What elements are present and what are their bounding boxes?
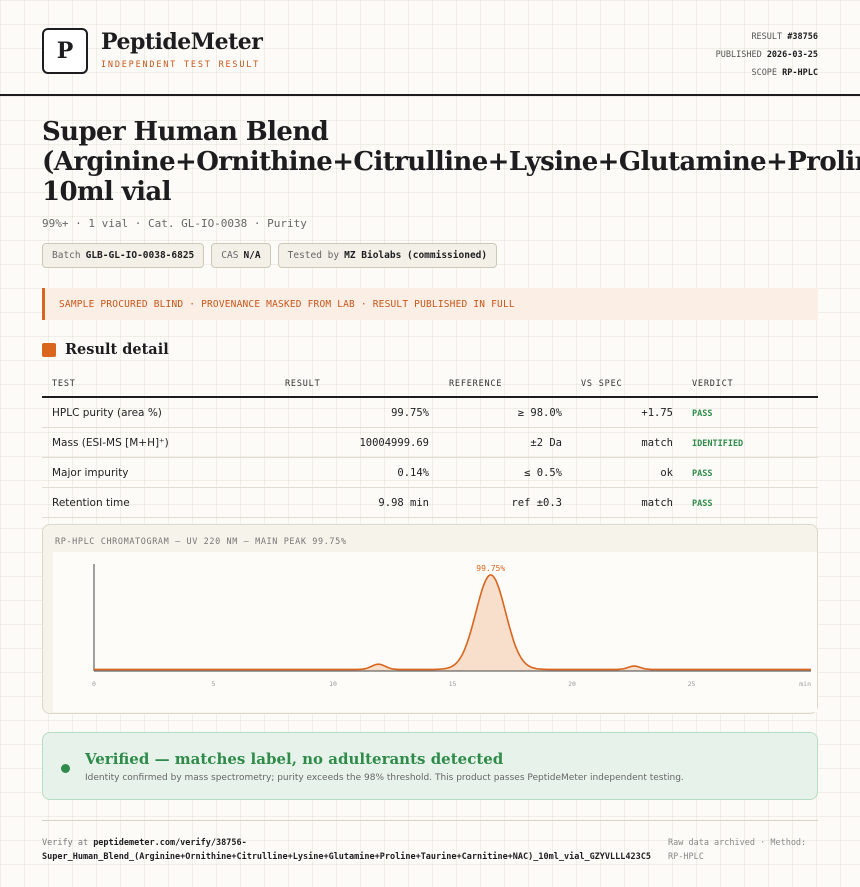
verdict-badge: PASS [692, 469, 713, 479]
cell-result: 0.14% [397, 467, 429, 479]
product-title-line3: 10ml vial [42, 177, 172, 207]
chip-label: Batch [52, 250, 81, 261]
table-row: Mass (ESI-MS [M+H]⁺) 10004999.69 ±2 Da m… [42, 428, 818, 458]
product-subtitle: 99%+ · 1 vial · Cat. GL-IO-0038 · Purity [42, 217, 307, 230]
section-title: Result detail [65, 341, 169, 358]
x-tick-label: 20 [568, 680, 576, 688]
product-title: Super Human Blend (Arginine+Ornithine+Ci… [42, 117, 860, 207]
cell-vs-spec: match [641, 497, 673, 509]
cell-reference: ref ±0.3 [511, 497, 562, 509]
report-header: P PeptideMeter INDEPENDENT TEST RESULT R… [0, 0, 860, 96]
cell-test: HPLC purity (area %) [52, 407, 162, 419]
cell-vs-spec: match [641, 437, 673, 449]
result-number: #38756 [787, 32, 818, 42]
chart-title: RP-HPLC CHROMATOGRAM — UV 220 NM — MAIN … [55, 537, 347, 547]
result-meta: RESULT #38756 PUBLISHED 2026-03-25 SCOPE… [716, 28, 818, 82]
header-test: TEST [52, 379, 76, 389]
cell-result: 99.75% [391, 407, 429, 419]
cell-vs-spec: ok [660, 467, 673, 479]
chromatogram-card: RP-HPLC CHROMATOGRAM — UV 220 NM — MAIN … [42, 524, 818, 714]
tested-by-chip: Tested by MZ Biolabs (commissioned) [277, 243, 498, 268]
cas-chip: CAS N/A [211, 243, 271, 268]
cell-test: Mass (ESI-MS [M+H]⁺) [52, 437, 169, 449]
verified-banner: Verified — matches label, no adulterants… [42, 732, 818, 800]
verified-title: Verified — matches label, no adulterants… [85, 750, 504, 768]
x-tick-label: 25 [688, 680, 696, 688]
cell-reference: ≤ 0.5% [524, 467, 562, 479]
table-header: TEST RESULT REFERENCE VS SPEC VERDICT [42, 371, 818, 398]
square-icon [42, 342, 56, 357]
chip-label: Tested by [287, 250, 340, 261]
verify-link[interactable]: peptidemeter.com/verify/38756- [93, 838, 247, 848]
table-row: Major impurity 0.14% ≤ 0.5% ok PASS [42, 458, 818, 488]
published-date: 2026-03-25 [766, 50, 818, 60]
verdict-badge: PASS [692, 409, 713, 419]
x-tick-label: 15 [449, 680, 457, 688]
info-chips: Batch GLB-GL-IO-0038-6825 CAS N/A Tested b… [42, 243, 498, 268]
scope-label: SCOPE [751, 68, 778, 78]
chromatogram-chart: 0 5 10 15 20 25 min 99.75% [92, 564, 811, 688]
cell-result: 9.98 min [378, 497, 429, 509]
chromatogram-line [94, 574, 811, 671]
cell-reference: ±2 Da [530, 437, 562, 449]
chart-area: 0 5 10 15 20 25 min 99.75% [53, 552, 817, 712]
scope-value: RP-HPLC [782, 68, 818, 78]
chip-value: N/A [243, 250, 261, 261]
x-tick-label: 5 [212, 680, 216, 688]
logo-icon: P [42, 28, 88, 74]
header-reference: REFERENCE [449, 379, 503, 389]
result-table: TEST RESULT REFERENCE VS SPEC VERDICT HP… [42, 371, 818, 518]
header-verdict: VERDICT [692, 379, 734, 389]
product-title-line1: Super Human Blend [42, 117, 329, 147]
header-result: RESULT [285, 379, 321, 389]
product-title-line2: (Arginine+Ornithine+Citrulline+Lysine+Gl… [42, 147, 860, 177]
x-tick-label: 0 [92, 680, 96, 688]
table-row: Retention time 9.98 min ref ±0.3 match P… [42, 488, 818, 518]
status-dot-icon [61, 764, 70, 773]
verified-text: Identity confirmed by mass spectrometry;… [85, 773, 684, 783]
batch-chip: Batch GLB-GL-IO-0038-6825 [42, 243, 205, 268]
peak-label: 99.75% [476, 564, 505, 573]
chip-label: CAS [221, 250, 239, 261]
header-vs-spec: VS SPEC [581, 379, 623, 389]
verdict-badge: IDENTIFIED [692, 439, 744, 449]
cell-test: Major impurity [52, 467, 129, 479]
brand-subtitle: INDEPENDENT TEST RESULT [101, 60, 261, 70]
verify-link-cont[interactable]: Super_Human_Blend_(Arginine+Ornithine+Ci… [42, 852, 651, 862]
cell-test: Retention time [52, 497, 130, 509]
table-row: HPLC purity (area %) 99.75% ≥ 98.0% +1.7… [42, 398, 818, 428]
result-label: RESULT [751, 32, 783, 42]
x-tick-label: min [799, 680, 811, 688]
report-footer: Verify at peptidemeter.com/verify/38756-… [42, 820, 818, 862]
published-label: PUBLISHED [715, 50, 762, 60]
chip-value: GLB-GL-IO-0038-6825 [85, 250, 195, 261]
cell-reference: ≥ 98.0% [517, 407, 562, 419]
verify-text: Verify at peptidemeter.com/verify/38756-… [42, 836, 682, 864]
verify-prefix: Verify at [42, 838, 89, 848]
brand-name: PeptideMeter [101, 29, 263, 55]
section-heading: Result detail [42, 341, 169, 358]
verdict-badge: PASS [692, 499, 713, 509]
provenance-notice: SAMPLE PROCURED BLIND · PROVENANCE MASKE… [42, 288, 818, 320]
x-tick-label: 10 [329, 680, 337, 688]
chromatogram-fill [94, 574, 811, 671]
archive-note: Raw data archived · Method: RP-HPLC [668, 838, 807, 862]
cell-result: 10004999.69 [359, 437, 429, 449]
cell-vs-spec: +1.75 [641, 407, 673, 419]
chip-value: MZ Biolabs (commissioned) [344, 250, 488, 261]
